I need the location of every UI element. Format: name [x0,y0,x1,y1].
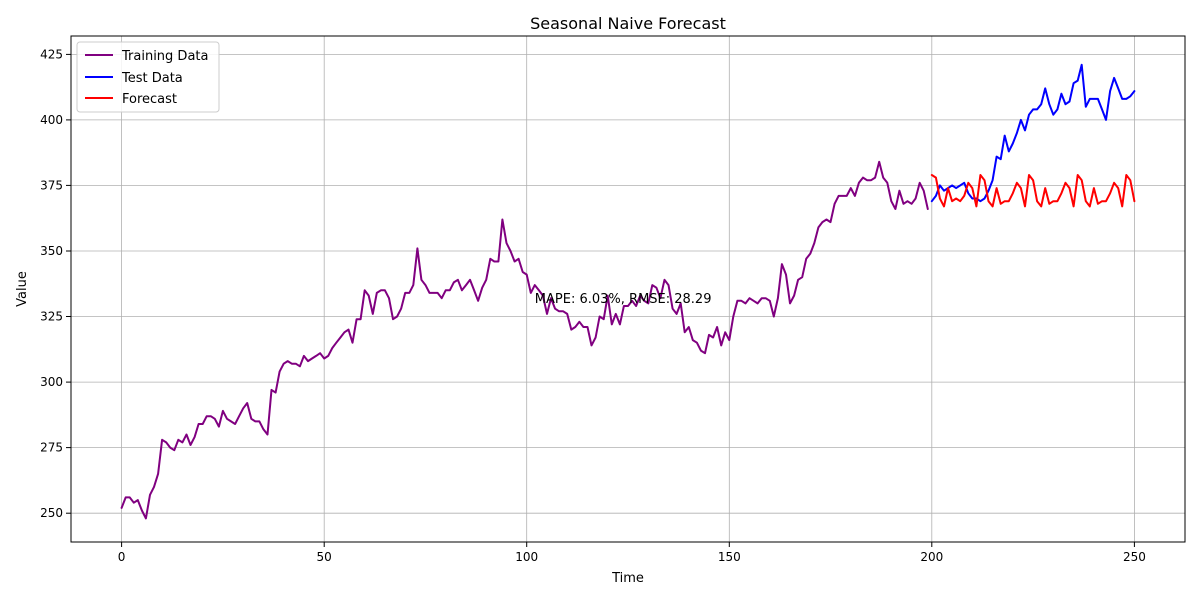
series-forecast [930,174,1136,208]
y-tick-label: 350 [40,244,63,258]
x-tick-label: 50 [317,550,332,564]
x-tick-label: 250 [1123,550,1146,564]
x-axis-label: Time [611,571,644,586]
legend-label-forecast: Forecast [122,92,177,107]
y-axis-label: Value [15,271,30,307]
y-tick-label: 400 [40,113,63,127]
legend-label-test: Test Data [121,71,183,86]
plot-area [71,36,1185,542]
series-layer [120,63,1136,520]
y-tick-label: 425 [40,47,63,61]
series-training-data [120,160,929,520]
metrics-annotation: MAPE: 6.03%, RMSE: 28.29 [535,292,712,307]
x-tick-label: 200 [920,550,943,564]
x-axis: 0 50 100 150 200 250 [118,542,1146,564]
series-test-data [930,63,1136,203]
grid [71,36,1185,542]
y-axis: 250 275 300 325 350 375 400 425 [40,47,71,520]
x-tick-label: 0 [118,550,126,564]
x-tick-label: 150 [718,550,741,564]
x-tick-label: 100 [515,550,538,564]
legend: Training Data Test Data Forecast [76,41,220,113]
y-tick-label: 300 [40,375,63,389]
chart-title: Seasonal Naive Forecast [530,14,726,33]
y-tick-label: 250 [40,506,63,520]
y-tick-label: 325 [40,310,63,324]
legend-label-training: Training Data [121,49,208,64]
y-tick-label: 375 [40,178,63,192]
y-tick-label: 275 [40,441,63,455]
legend-box [76,41,220,113]
plot-frame [70,35,1186,543]
